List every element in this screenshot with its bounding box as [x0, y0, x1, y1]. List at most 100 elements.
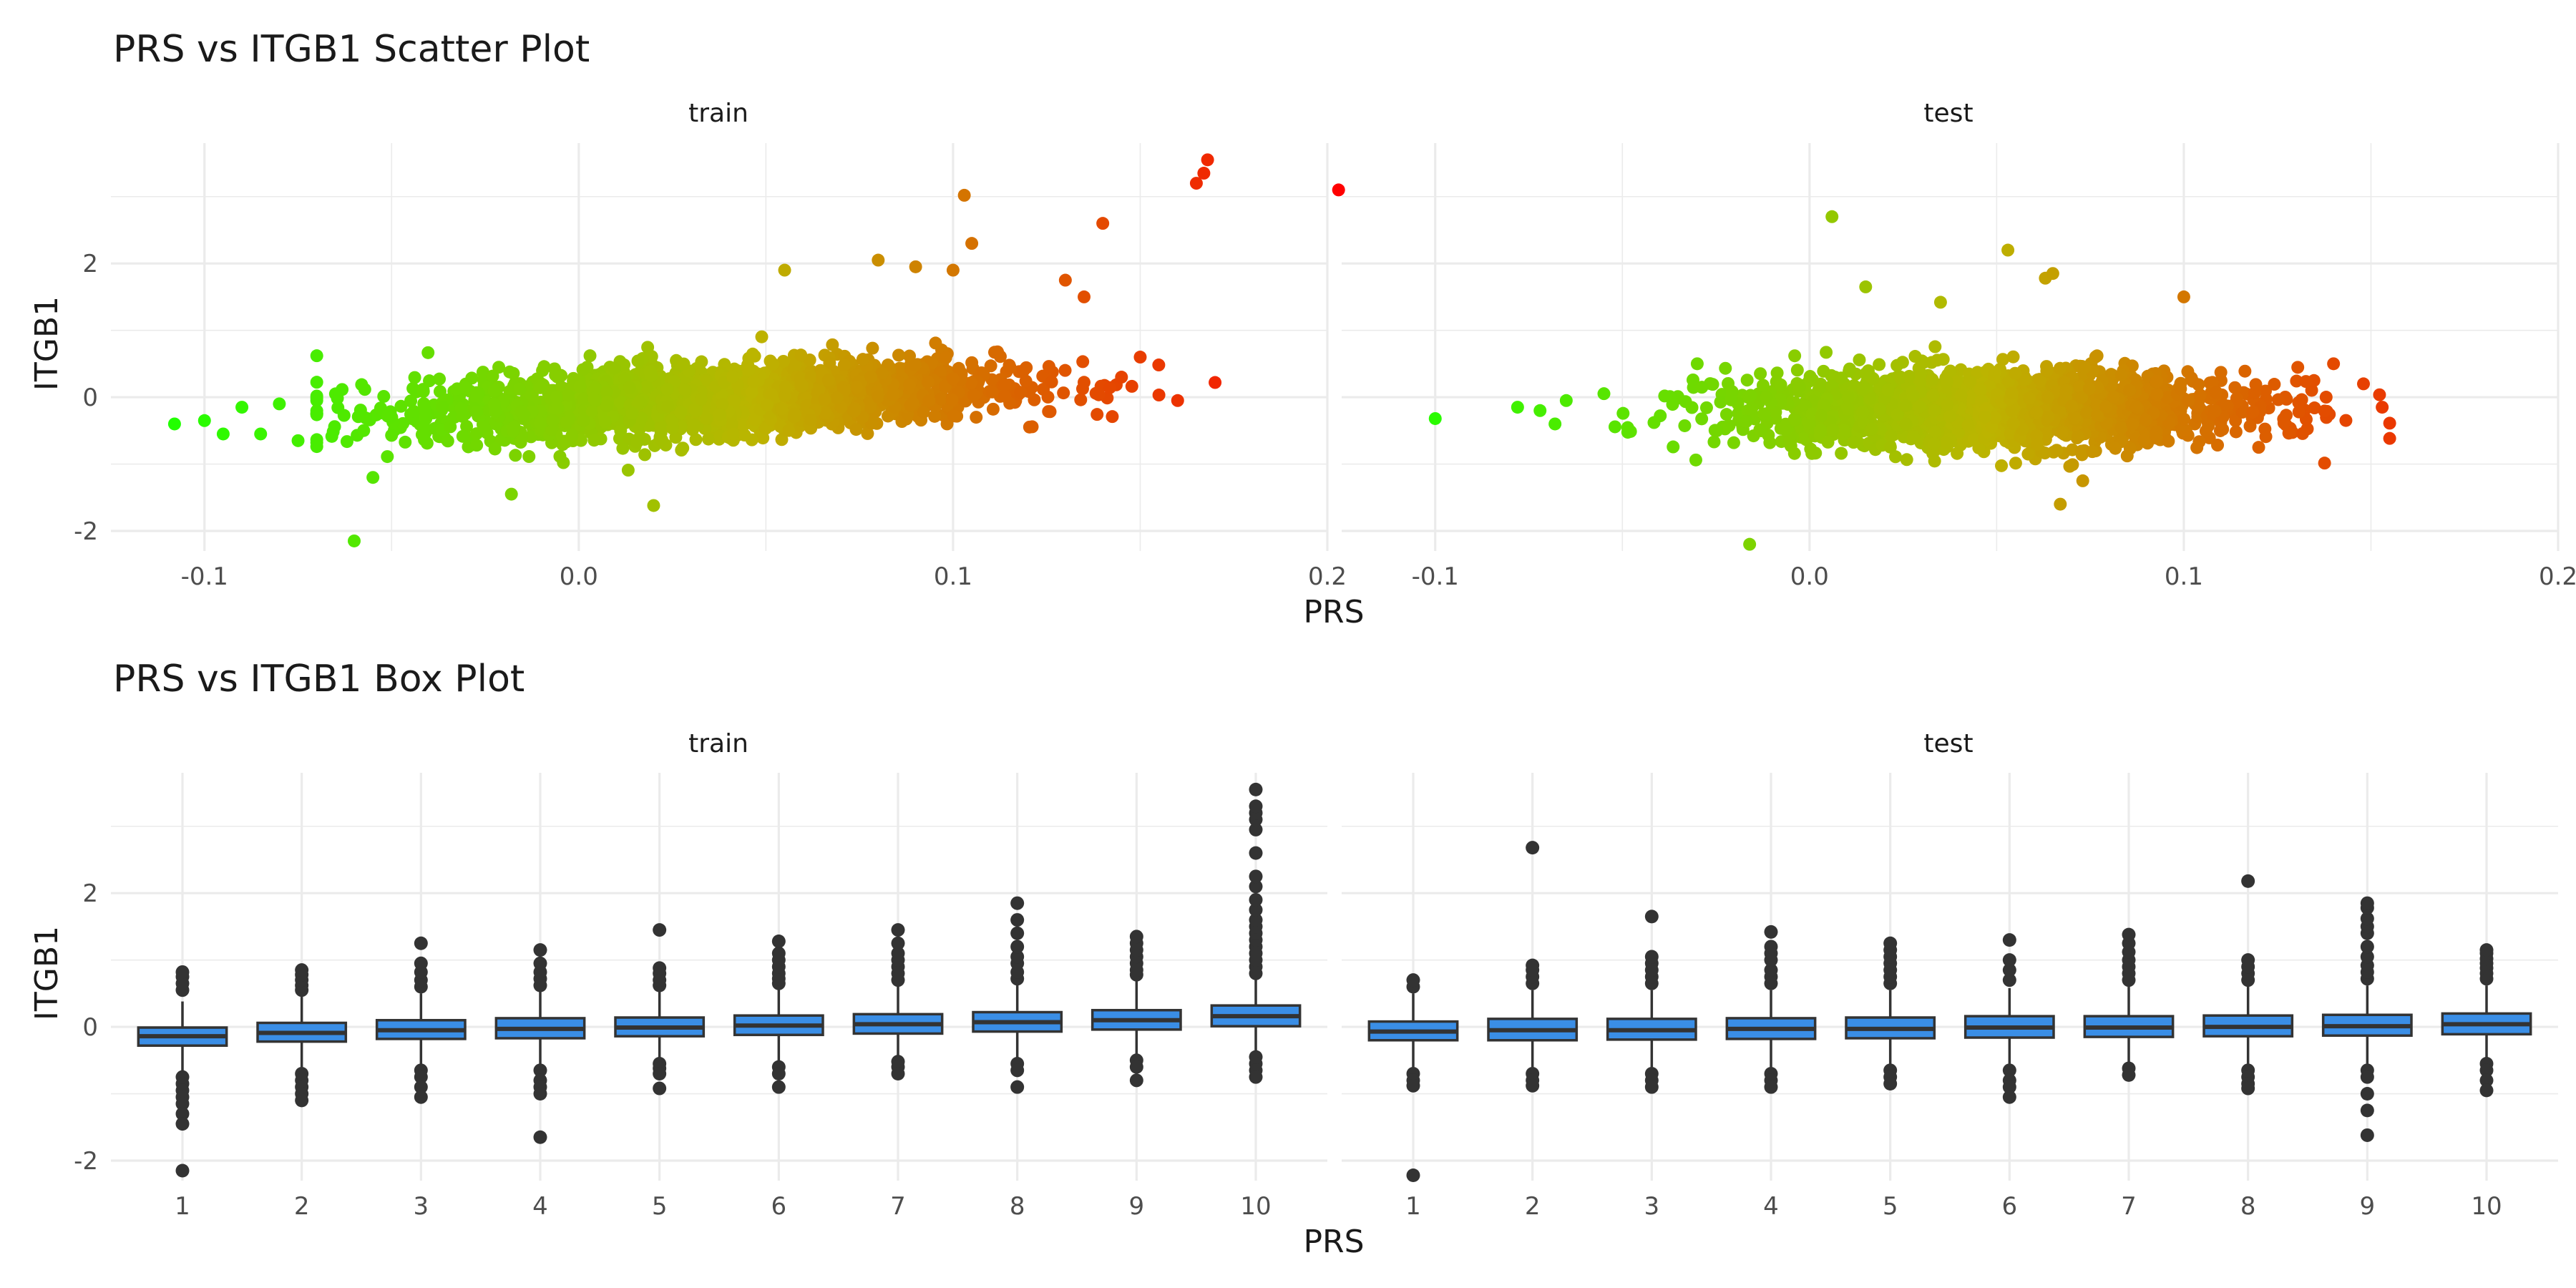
scatter-point — [1017, 364, 1030, 377]
scatter-point — [1041, 390, 1055, 404]
box-x-tick-label: 3 — [414, 1192, 429, 1221]
scatter-point — [2383, 416, 2396, 430]
box-y-tick-label: 2 — [82, 879, 98, 908]
scatter-point — [1779, 423, 1792, 436]
scatter-point — [928, 409, 942, 423]
scatter-point — [357, 424, 371, 437]
scatter-point — [328, 387, 342, 401]
scatter-point — [488, 442, 502, 456]
scatter-point — [1710, 424, 1724, 437]
box-x-tick-label: 8 — [1010, 1192, 1025, 1221]
scatter-point — [945, 393, 959, 406]
scatter-point — [922, 394, 936, 407]
scatter-point — [2249, 378, 2263, 391]
box-outlier — [1129, 1073, 1143, 1088]
scatter-point — [2054, 497, 2067, 511]
scatter-point — [399, 435, 412, 449]
scatter-point — [1019, 374, 1033, 388]
box-x-tick-label: 5 — [652, 1192, 668, 1221]
scatter-point — [1974, 383, 1987, 396]
scatter-point — [2030, 406, 2044, 419]
data-marks — [137, 153, 2532, 1183]
scatter-point — [1835, 447, 1848, 460]
scatter-point — [908, 358, 922, 372]
scatter-point — [454, 402, 468, 416]
scatter-point — [310, 389, 323, 403]
box-outlier — [1249, 1070, 1263, 1084]
scatter-point — [967, 389, 980, 402]
scatter-point — [1908, 350, 1922, 364]
scatter-point — [1058, 273, 1072, 287]
scatter-point — [514, 405, 528, 419]
scatter-point — [509, 449, 522, 462]
box-outlier — [2002, 953, 2016, 967]
scatter-point — [655, 433, 668, 447]
box-outlier — [2241, 874, 2255, 888]
scatter-point — [713, 408, 726, 421]
scatter-point — [660, 399, 674, 413]
box-outlier — [414, 956, 428, 970]
scatter-point — [1820, 346, 1833, 359]
scatter-point — [1928, 404, 1941, 418]
scatter-point — [1667, 440, 1680, 454]
box-outlier — [1764, 924, 1778, 939]
box-outlier — [2360, 1128, 2374, 1142]
scatter-point — [2126, 417, 2140, 431]
scatter-point — [987, 346, 1001, 359]
scatter-point — [1906, 430, 1920, 444]
box-x-tick-label: 2 — [294, 1192, 310, 1221]
box-outlier — [1526, 958, 1540, 972]
box-outlier — [771, 1080, 786, 1094]
box-outlier — [2360, 896, 2374, 910]
box-outlier — [2241, 1081, 2255, 1096]
scatter-point — [2120, 449, 2134, 463]
scatter-point — [2150, 431, 2163, 445]
scatter-point — [1608, 420, 1621, 434]
scatter-point — [934, 392, 947, 406]
scatter-point — [1756, 379, 1770, 392]
box-outlier — [2122, 1068, 2136, 1082]
scatter-point — [587, 434, 601, 447]
scatter-point — [310, 408, 323, 421]
box-outlier — [1249, 869, 1263, 884]
scatter-point — [947, 409, 960, 423]
scatter-point — [675, 444, 688, 457]
scatter-point — [1873, 358, 1886, 371]
scatter-point — [589, 394, 602, 407]
scatter-point — [766, 357, 780, 371]
scatter-point — [537, 360, 551, 374]
scatter-point — [2053, 361, 2067, 375]
scatter-y-axis-label: ITGB1 — [29, 296, 65, 391]
scatter-point — [404, 394, 418, 408]
scatter-point — [1057, 386, 1070, 400]
scatter-point — [1685, 401, 1699, 414]
scatter-point — [565, 429, 579, 442]
scatter-point — [678, 384, 692, 397]
box-outlier — [891, 1066, 905, 1080]
box-outlier — [2479, 943, 2494, 957]
scatter-point — [2114, 369, 2128, 382]
scatter-point — [2295, 393, 2308, 406]
scatter-point — [419, 409, 432, 422]
scatter-point — [946, 263, 960, 277]
scatter-point — [1511, 401, 1524, 414]
scatter-point — [608, 361, 621, 375]
scatter-point — [2228, 381, 2242, 394]
scatter-point — [254, 427, 268, 441]
box-outlier — [1129, 930, 1143, 944]
scatter-point — [310, 349, 323, 363]
box-outlier — [175, 965, 190, 979]
scatter-point — [534, 416, 547, 430]
scatter-point — [654, 419, 668, 433]
scatter-point — [1825, 210, 1839, 223]
scatter-point — [2373, 388, 2386, 401]
scatter-point — [1740, 415, 1753, 429]
scatter-x-tick-label: 0.2 — [2539, 562, 2576, 591]
scatter-point — [1152, 358, 1166, 372]
scatter-point — [625, 406, 639, 420]
scatter-point — [965, 237, 979, 250]
scatter-point — [460, 419, 474, 433]
scatter-point — [849, 423, 863, 436]
scatter-point — [577, 414, 590, 427]
